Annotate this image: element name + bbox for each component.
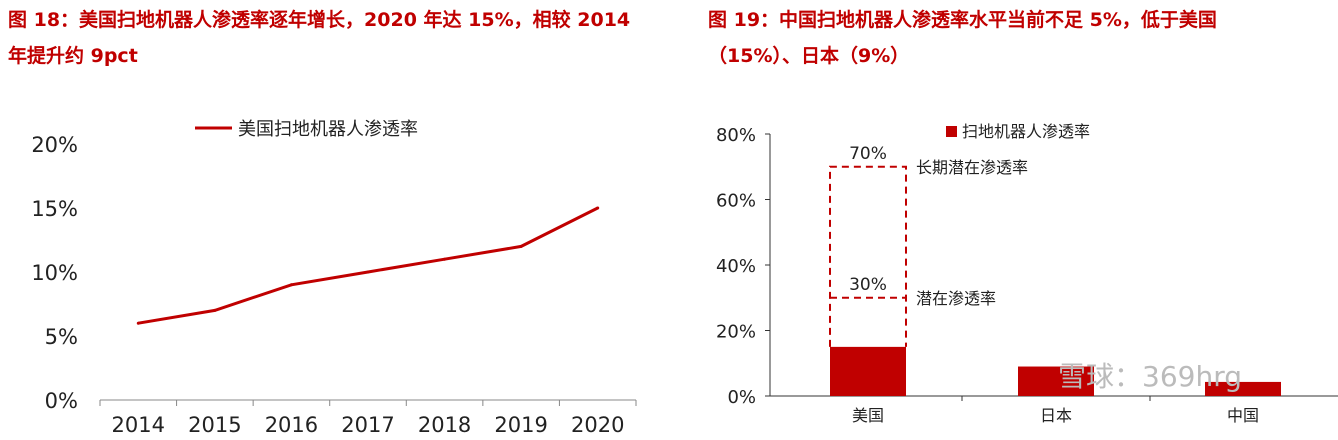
- y-tick-label: 80%: [716, 125, 756, 146]
- x-tick-label: 2019: [494, 413, 547, 437]
- bar-美国: [830, 346, 906, 396]
- y-tick-label: 0%: [45, 389, 78, 413]
- chart18-title: 图 18：美国扫地机器人渗透率逐年增长，2020 年达 15%，相较 2014 …: [8, 9, 631, 67]
- annotation-value: 30%: [849, 275, 887, 295]
- x-tick-label: 2016: [265, 413, 318, 437]
- legend-label: 美国扫地机器人渗透率: [238, 119, 418, 140]
- y-tick-label: 15%: [31, 197, 78, 221]
- y-tick-label: 20%: [31, 133, 78, 157]
- x-tick-label: 2018: [418, 413, 471, 437]
- data-point: [213, 308, 217, 312]
- y-tick-label: 20%: [716, 322, 756, 343]
- series-line: [138, 206, 599, 325]
- bar-中国: [1205, 381, 1281, 396]
- y-tick-label: 60%: [716, 191, 756, 212]
- x-tick-label: 美国: [852, 406, 884, 425]
- x-tick-label: 中国: [1227, 406, 1259, 425]
- data-point: [443, 257, 447, 261]
- data-point: [289, 283, 293, 287]
- x-tick-label: 2015: [188, 413, 241, 437]
- annotation-value: 70%: [849, 144, 887, 164]
- y-tick-label: 40%: [716, 256, 756, 277]
- annotation-note: 潜在渗透率: [916, 289, 996, 308]
- legend-label: 扫地机器人渗透率: [962, 122, 1090, 141]
- x-tick-label: 2017: [341, 413, 394, 437]
- y-tick-label: 10%: [31, 261, 78, 285]
- data-point: [596, 206, 600, 210]
- data-point: [366, 270, 370, 274]
- annotation-note: 长期潜在渗透率: [916, 158, 1028, 177]
- legend-swatch: [946, 126, 957, 137]
- bar-日本: [1018, 366, 1094, 396]
- x-tick-label: 日本: [1040, 406, 1072, 425]
- y-tick-label: 5%: [45, 325, 78, 349]
- x-tick-label: 2014: [112, 413, 165, 437]
- potential-dashed-box: [829, 165, 907, 347]
- x-tick-label: 2020: [571, 413, 624, 437]
- chart19-title: 图 19：中国扫地机器人渗透率水平当前不足 5%，低于美国（15%）、日本（9%…: [708, 9, 1217, 67]
- data-point: [519, 244, 523, 248]
- data-point: [136, 321, 140, 325]
- y-tick-label: 0%: [727, 387, 756, 408]
- watermark: 雪球：369hrg: [1058, 360, 1242, 393]
